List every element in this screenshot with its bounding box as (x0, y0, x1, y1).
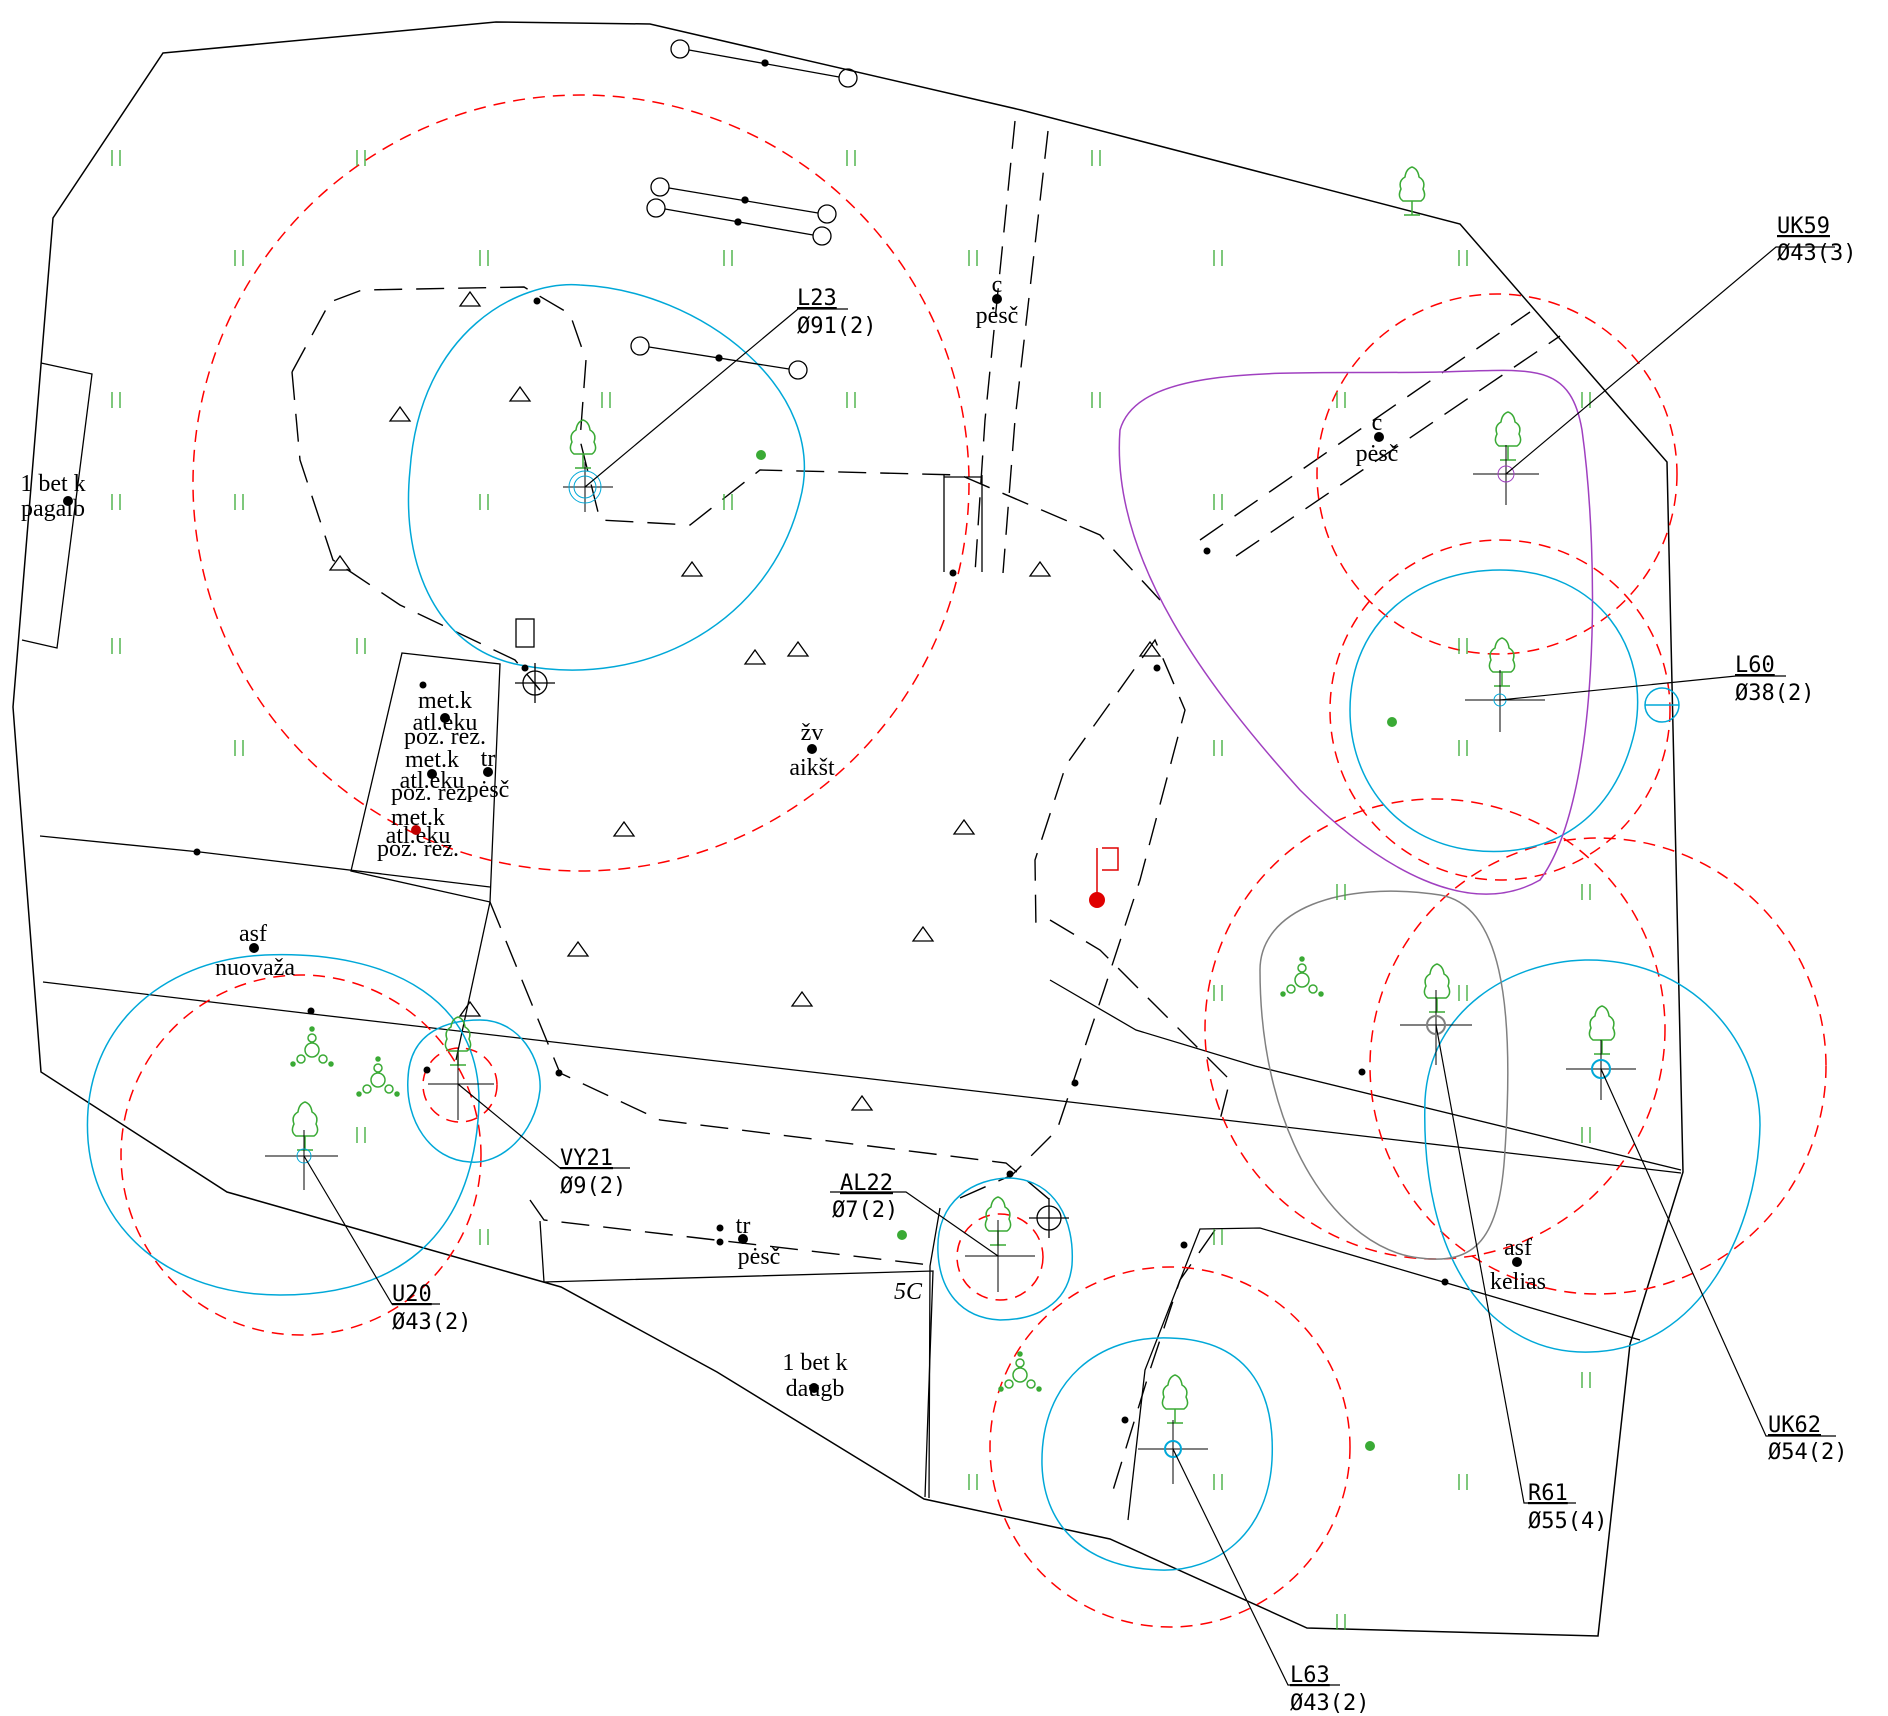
purple-zone (1118, 369, 1594, 895)
tree-code-labels: L23 Ø91(2) UK59 Ø43(3) L60 Ø38(2) VY21 Ø… (392, 214, 1856, 1716)
internal-boundaries (21, 362, 1682, 1521)
label-zv-aiksk-2: aikšt (789, 755, 835, 781)
tree-label-r61-code: R61 (1528, 1481, 1568, 1506)
label-c-pesc-right-2: pėsč (1356, 441, 1399, 467)
label-asf-kelias-1: asf (1504, 1235, 1532, 1261)
tree-label-uk59-code: UK59 (1777, 214, 1830, 239)
label-zv-aiksk-1: žv (801, 720, 824, 746)
tree-label-l63-size: Ø43(2) (1290, 1691, 1369, 1716)
tree-label-vy21-size: Ø9(2) (560, 1174, 626, 1199)
label-met-2-1: met.k (405, 747, 459, 773)
label-five-c: 5C (894, 1279, 923, 1305)
label-bet-pagalb-1: 1 bet k (20, 471, 85, 497)
label-c-pesc-right-1: c (1372, 410, 1383, 436)
hydrant-icon (515, 475, 1069, 1238)
label-bet-pagalb-2: pagalb (21, 496, 85, 522)
crown-projections (86, 283, 1761, 1571)
tree-label-al22-size: Ø7(2) (832, 1198, 898, 1223)
label-c-pesc-top-2: pėsč (976, 303, 1019, 329)
label-met-3-3: poz. rez. (377, 836, 459, 862)
label-tr-pesc-bottom-1: tr (736, 1213, 751, 1239)
tree-label-uk62-size: Ø54(2) (1768, 1440, 1847, 1465)
label-tr-pesc-mid-1: tr (481, 746, 496, 772)
shrub-cluster-icons (290, 450, 1397, 1451)
tree-label-uk59-size: Ø43(3) (1777, 241, 1856, 266)
label-met-2-3: poz. rez. (391, 780, 473, 806)
surface-labels: c pėsč c pėsč 1 bet k pagalb met.k atl.e… (20, 272, 1546, 1402)
label-asf-kelias-2: kelias (1490, 1269, 1546, 1295)
tree-label-l60-code: L60 (1735, 653, 1775, 678)
tree-label-u20-size: Ø43(2) (392, 1310, 471, 1335)
label-asf-nuovaza-1: asf (239, 921, 267, 947)
dashed-footpaths (291, 120, 1561, 1501)
tree-label-r61-size: Ø55(4) (1528, 1509, 1607, 1534)
label-c-pesc-top-1: c (992, 272, 1003, 298)
label-asf-nuovaza-2: nuovaža (215, 955, 295, 981)
tree-label-l23-size: Ø91(2) (797, 314, 876, 339)
tree-label-l60-size: Ø38(2) (1735, 681, 1814, 706)
survey-points (193, 297, 1449, 1424)
parcel-boundary (12, 21, 1684, 1637)
tree-label-u20-code: U20 (392, 1282, 432, 1307)
label-tr-pesc-bottom-2: pėsč (738, 1244, 781, 1270)
tree-label-l63-code: L63 (1290, 1663, 1330, 1688)
tree-label-uk62-code: UK62 (1768, 1413, 1821, 1438)
tree-label-al22-code: AL22 (840, 1171, 893, 1196)
marker-icon (1089, 847, 1119, 908)
label-bet-daugb-1: 1 bet k (782, 1350, 847, 1376)
leader-lines (303, 246, 1836, 1686)
tree-label-l23-code: L23 (797, 286, 837, 311)
tree-label-vy21-code: VY21 (560, 1146, 613, 1171)
grey-zone (1259, 890, 1509, 1260)
label-met-1-3: poz. rez. (404, 724, 486, 750)
pipe-symbols (630, 39, 858, 380)
label-tr-pesc-mid-2: pėsč (467, 777, 510, 803)
label-met-1-1: met.k (418, 688, 472, 714)
